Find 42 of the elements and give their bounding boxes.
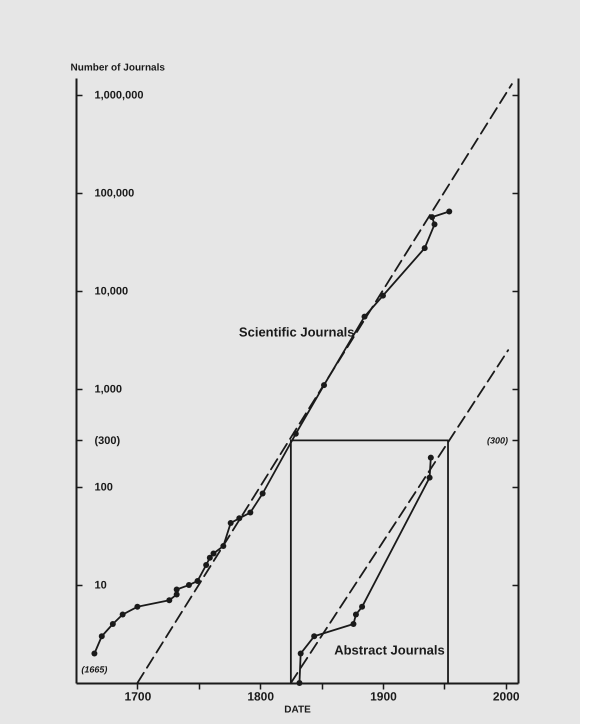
point: [426, 474, 433, 481]
point: [428, 454, 434, 461]
point: [186, 582, 192, 588]
series-label: Scientific Journals: [238, 324, 355, 340]
y-tick-label: 1,000,000: [94, 90, 144, 102]
point: [311, 633, 318, 640]
point: [228, 520, 234, 526]
y-tick-label: 100: [94, 482, 113, 494]
y-tick-label: 100,000: [94, 188, 134, 200]
point: [260, 490, 266, 496]
annotation: (1665): [81, 664, 108, 675]
x-tick-label: 2000: [492, 690, 520, 704]
annotation: (300): [486, 435, 508, 446]
point: [110, 621, 116, 628]
point: [134, 604, 140, 610]
point: [203, 562, 210, 568]
point: [194, 578, 201, 584]
y-tick-label: 10,000: [94, 286, 128, 298]
x-tick-label: 1800: [247, 690, 274, 704]
point: [247, 510, 254, 516]
point: [432, 221, 438, 228]
point: [359, 604, 366, 610]
point: [352, 612, 359, 618]
point: [296, 680, 302, 686]
y-axis-title: Number of Journals: [70, 62, 166, 74]
point: [206, 554, 213, 561]
y-tick-label: 1,000: [94, 384, 122, 396]
point: [166, 597, 172, 604]
y-tick-label: 10: [94, 580, 107, 592]
point: [98, 633, 105, 640]
point: [446, 208, 452, 215]
x-tick-label: 1700: [124, 690, 152, 704]
point: [210, 550, 217, 556]
x-tick-label: 1900: [370, 690, 398, 704]
series-label: Abstract Journals: [334, 642, 445, 658]
point: [422, 245, 428, 252]
y-tick-label: (300): [94, 434, 121, 447]
point: [298, 650, 304, 657]
x-axis-title: DATE: [284, 704, 312, 716]
point: [120, 612, 126, 618]
point: [350, 621, 356, 628]
point: [91, 650, 98, 657]
